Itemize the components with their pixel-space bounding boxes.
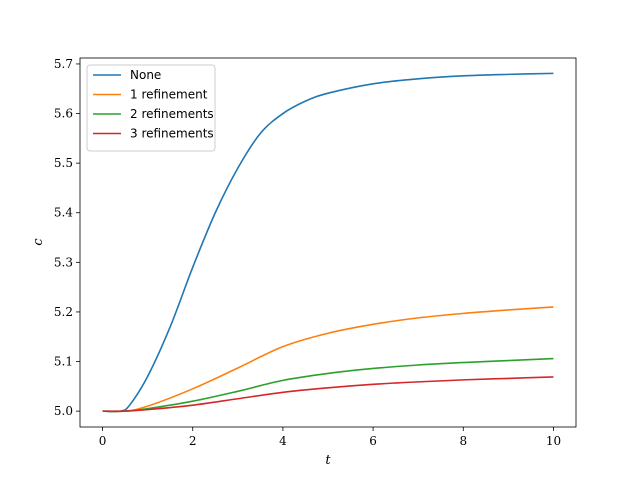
legend: None 1 refinement 2 refinements 3 refinemen…	[86, 64, 216, 152]
y-tick-label: 5.4	[54, 206, 73, 220]
y-tick-label: 5.2	[54, 305, 73, 319]
legend-box	[86, 64, 216, 152]
x-tick-label: 4	[279, 434, 287, 448]
y-tick-label: 5.6	[54, 107, 73, 121]
ticks-layer: 0 2 4 6 8 10 5.0 5.1 5.2 5.3 5.4 5.5 5.6 5.7	[54, 57, 561, 448]
series-line-0	[102, 72, 554, 413]
series-layer	[102, 72, 554, 413]
x-tick-label: 6	[369, 434, 377, 448]
series-line-1	[102, 306, 554, 413]
y-tick-label: 5.1	[54, 355, 73, 369]
x-tick-label: 0	[99, 434, 107, 448]
plot-frame	[79, 57, 577, 428]
y-tick-label: 5.0	[54, 404, 73, 418]
x-tick-label: 8	[459, 434, 467, 448]
series-line-3	[102, 376, 554, 413]
x-axis-label: t	[325, 453, 331, 468]
y-tick-label: 5.5	[54, 156, 73, 170]
legend-label: 1 refinement	[130, 88, 208, 102]
legend-label: None	[130, 68, 161, 82]
legend-label: 2 refinements	[130, 107, 214, 121]
y-axis-label: c	[31, 238, 46, 246]
y-tick-label: 5.3	[54, 255, 73, 269]
series-line-2	[102, 357, 554, 413]
y-tick-label: 5.7	[54, 57, 73, 71]
x-tick-label: 2	[189, 434, 197, 448]
x-tick-label: 10	[546, 434, 561, 448]
legend-label: 3 refinements	[130, 127, 214, 141]
